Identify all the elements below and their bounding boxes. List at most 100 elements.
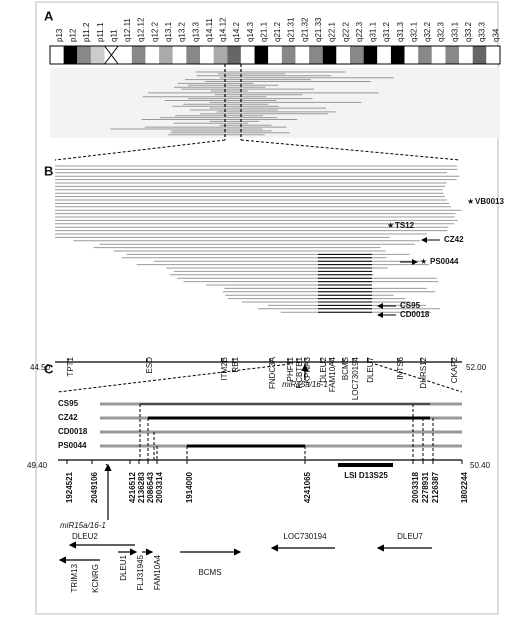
- gene-label: FNDC3A: [268, 356, 277, 389]
- band-label: q21.32: [300, 17, 309, 42]
- mirna-label: miR15a/16-1: [282, 380, 328, 389]
- coordinate-label: 1802244: [460, 471, 469, 503]
- coordinate-label: 2049106: [90, 471, 99, 503]
- probe-label: LSI D13S25: [344, 471, 388, 480]
- case-label: CS95: [400, 301, 421, 310]
- gene-label: LOC730194: [351, 356, 360, 400]
- band-label: q14.3: [246, 21, 255, 42]
- chromosome-band: [404, 46, 419, 64]
- panel-letter: C: [44, 361, 54, 376]
- coordinate-label: 2136283: [137, 471, 146, 503]
- band-label: q12.11: [123, 18, 132, 42]
- band-label: q32.2: [423, 21, 432, 42]
- chromosome-band: [227, 46, 241, 64]
- band-label: q32.1: [409, 21, 418, 42]
- gene-label: DLEU2: [72, 532, 98, 541]
- coordinate-label: 2003318: [411, 471, 420, 503]
- chromosome-outline: [49, 45, 501, 65]
- chromosome-band: [77, 46, 91, 64]
- band-label: q31.1: [369, 21, 378, 42]
- band-label: q21.2: [273, 21, 282, 42]
- panel-letter: A: [44, 8, 54, 23]
- chromosome-band: [459, 46, 473, 64]
- chromosome-band: [90, 46, 105, 64]
- coordinate-label: 2086543: [146, 471, 155, 503]
- coordinate-label: 2003314: [155, 471, 164, 503]
- chromosome-band: [159, 46, 173, 64]
- band-label: q22.2: [341, 21, 350, 42]
- gene-label: DLEU7: [366, 356, 375, 382]
- chromosome-band: [268, 46, 282, 64]
- case-label: CD0018: [400, 310, 430, 319]
- sample-label: CD0018: [58, 427, 88, 436]
- band-label: p11.2: [82, 22, 91, 42]
- gene-label: DHRS12: [419, 356, 428, 388]
- band-label: q14.11: [205, 18, 214, 42]
- chromosome-band: [322, 46, 337, 64]
- band-label: p13: [55, 28, 64, 42]
- band-label: q21.33: [314, 17, 323, 42]
- band-label: q22.1: [328, 21, 337, 42]
- sample-label: CZ42: [58, 413, 78, 422]
- gene-label: FLJ31945: [136, 554, 145, 590]
- chromosome-band: [363, 46, 378, 64]
- gene-label: FAM10A4: [153, 554, 162, 590]
- chromosome-band: [309, 46, 323, 64]
- gene-label: DLEU2: [319, 356, 328, 382]
- band-label: q21.31: [287, 17, 296, 42]
- chromosome-band: [118, 46, 132, 64]
- band-label: q22.3: [355, 21, 364, 42]
- gene-label: PHF11: [286, 356, 295, 381]
- probe: [338, 463, 393, 467]
- band-label: q14.2: [232, 21, 241, 42]
- coordinate-label: 1924521: [65, 471, 74, 503]
- case-label: TS12: [395, 221, 415, 230]
- gene-label: KCNRG: [91, 564, 100, 593]
- band-label: q21.1: [259, 21, 268, 42]
- chromosome-band: [281, 46, 296, 64]
- line: [374, 363, 463, 393]
- band-label: p11.1: [96, 22, 105, 42]
- chromosome-band: [50, 46, 64, 64]
- panel-letter: B: [44, 163, 53, 178]
- axis-label: 50.40: [470, 461, 491, 470]
- star: ★: [387, 221, 394, 230]
- gene-label: DLEU1: [119, 554, 128, 580]
- chromosome-band: [350, 46, 364, 64]
- band-label: q11: [109, 29, 118, 42]
- star: ★: [420, 257, 427, 266]
- gene-label: ITM2B: [220, 357, 229, 381]
- gene-label: BCMS: [198, 568, 221, 577]
- band-label: q13.1: [164, 21, 173, 42]
- gene-label: TRIM13: [70, 563, 79, 592]
- sample-label: PS0044: [58, 441, 87, 450]
- chromosome-band: [418, 46, 432, 64]
- case-label: PS0044: [430, 257, 459, 266]
- gene-label: LOC730194: [283, 532, 327, 541]
- chromosome-band: [200, 46, 214, 64]
- band-label: q33.3: [478, 21, 487, 42]
- chromosome-band: [390, 46, 405, 64]
- chromosome-band: [213, 46, 228, 64]
- band-label: q12.2: [150, 21, 159, 42]
- coordinate-label: 1914000: [185, 471, 194, 503]
- axis-label: 49.40: [27, 461, 48, 470]
- mirna-label: miR15a/16-1: [60, 521, 106, 530]
- case-label: VB0013: [475, 197, 504, 206]
- band-label: q32.3: [437, 21, 446, 42]
- gene-label: ESD: [145, 357, 154, 374]
- band-label: q12.12: [137, 17, 146, 42]
- band-label: q31.2: [382, 21, 391, 42]
- chromosome-band: [172, 46, 187, 64]
- star: ★: [467, 197, 474, 206]
- line: [57, 363, 291, 393]
- coordinate-label: 2126387: [431, 471, 440, 503]
- chromosome-band: [486, 46, 500, 64]
- gene-label: INTS6: [396, 356, 405, 379]
- band-label: q13.3: [191, 21, 200, 42]
- band-label: q14.12: [219, 17, 228, 42]
- axis-label: 52.00: [466, 363, 487, 372]
- band-label: p12: [69, 28, 78, 42]
- gene-label: DLEU7: [397, 532, 423, 541]
